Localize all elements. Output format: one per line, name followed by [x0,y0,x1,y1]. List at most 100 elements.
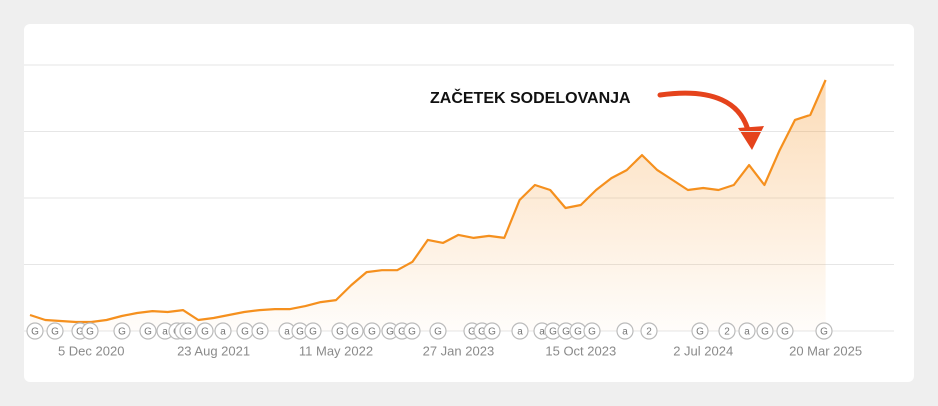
event-marker-circle [640,322,658,340]
event-marker-circle [346,322,364,340]
event-marker-label: 2 [646,327,652,338]
event-marker-label: G [408,327,416,338]
event-marker: a [616,322,634,340]
event-marker-label: G [562,327,570,338]
event-marker-circle [756,322,774,340]
event-marker-label: G [781,327,789,338]
event-marker: G [483,322,501,340]
event-marker-circle [718,322,736,340]
event-marker-circle [251,322,269,340]
event-marker-label: G [351,327,359,338]
event-marker-label: G [51,327,59,338]
event-marker: G [251,322,269,340]
event-marker-label: G [86,327,94,338]
event-marker-circle [583,322,601,340]
x-tick-label: 5 Dec 2020 [58,343,125,358]
event-marker-label: G [368,327,376,338]
event-marker-label: G [488,327,496,338]
event-marker-label: G [588,327,596,338]
event-marker-label: a [744,327,750,338]
event-marker-label: G [468,327,476,338]
event-marker-circle [511,322,529,340]
event-marker-circle [81,322,99,340]
event-marker-circle [46,322,64,340]
event-marker: G [46,322,64,340]
event-marker-label: a [517,327,523,338]
event-marker-circle [179,322,197,340]
event-marker: G [363,322,381,340]
x-tick-label: 15 Oct 2023 [545,343,616,358]
event-marker-label: a [622,327,628,338]
x-tick-label: 20 Mar 2025 [789,343,862,358]
event-marker-circle [483,322,501,340]
event-marker-circle [363,322,381,340]
event-marker: G [381,322,399,340]
event-marker: G [776,322,794,340]
event-marker-label: G [241,327,249,338]
x-tick-label: 23 Aug 2021 [177,343,250,358]
event-marker: G [403,322,421,340]
event-marker-label: G [184,327,192,338]
event-marker: G [815,322,833,340]
event-marker-label: 2 [724,327,730,338]
event-marker: G [331,322,349,340]
event-marker: G [26,322,44,340]
event-marker-label: G [201,327,209,338]
event-marker: G [113,322,131,340]
event-marker: G [346,322,364,340]
event-marker: G [81,322,99,340]
event-marker-label: a [539,327,545,338]
event-marker: G [429,322,447,340]
area-fill [30,80,826,331]
event-marker: G [236,322,254,340]
event-marker-label: a [284,327,290,338]
x-tick-label: 2 Jul 2024 [673,343,733,358]
event-marker-circle [113,322,131,340]
event-marker: G [196,322,214,340]
event-marker-label: G [256,327,264,338]
event-marker: a [214,322,232,340]
event-marker-circle [403,322,421,340]
event-marker-circle [738,322,756,340]
event-marker: 2 [640,322,658,340]
event-marker: G [691,322,709,340]
event-marker-circle [304,322,322,340]
event-marker-circle [196,322,214,340]
event-marker: a [511,322,529,340]
event-marker: a [738,322,756,340]
event-marker: G [583,322,601,340]
event-marker-label: G [696,327,704,338]
event-marker-label: G [76,327,84,338]
event-marker-circle [139,322,157,340]
event-marker-label: G [144,327,152,338]
event-marker: G [139,322,157,340]
event-marker-circle [691,322,709,340]
event-marker-label: G [31,327,39,338]
event-marker: G [304,322,322,340]
event-marker-circle [429,322,447,340]
event-marker-circle [616,322,634,340]
event-marker-label: G [118,327,126,338]
line [29,79,827,324]
event-marker-label: a [220,327,226,338]
event-marker: G [179,322,197,340]
event-marker-label: G [386,327,394,338]
event-marker-circle [776,322,794,340]
event-marker-label: G [296,327,304,338]
event-marker-circle [815,322,833,340]
event-marker-label: G [478,327,486,338]
event-marker-label: G [761,327,769,338]
x-tick-label: 11 May 2022 [299,343,373,358]
event-marker-label: G [398,327,406,338]
event-marker-label: G [336,327,344,338]
event-marker-circle [26,322,44,340]
event-marker: 2 [718,322,736,340]
event-marker-label: G [549,327,557,338]
event-marker: G [756,322,774,340]
event-marker-label: G [574,327,582,338]
event-marker-label: G [820,327,828,338]
event-marker-circle [214,322,232,340]
event-marker-label: G [309,327,317,338]
